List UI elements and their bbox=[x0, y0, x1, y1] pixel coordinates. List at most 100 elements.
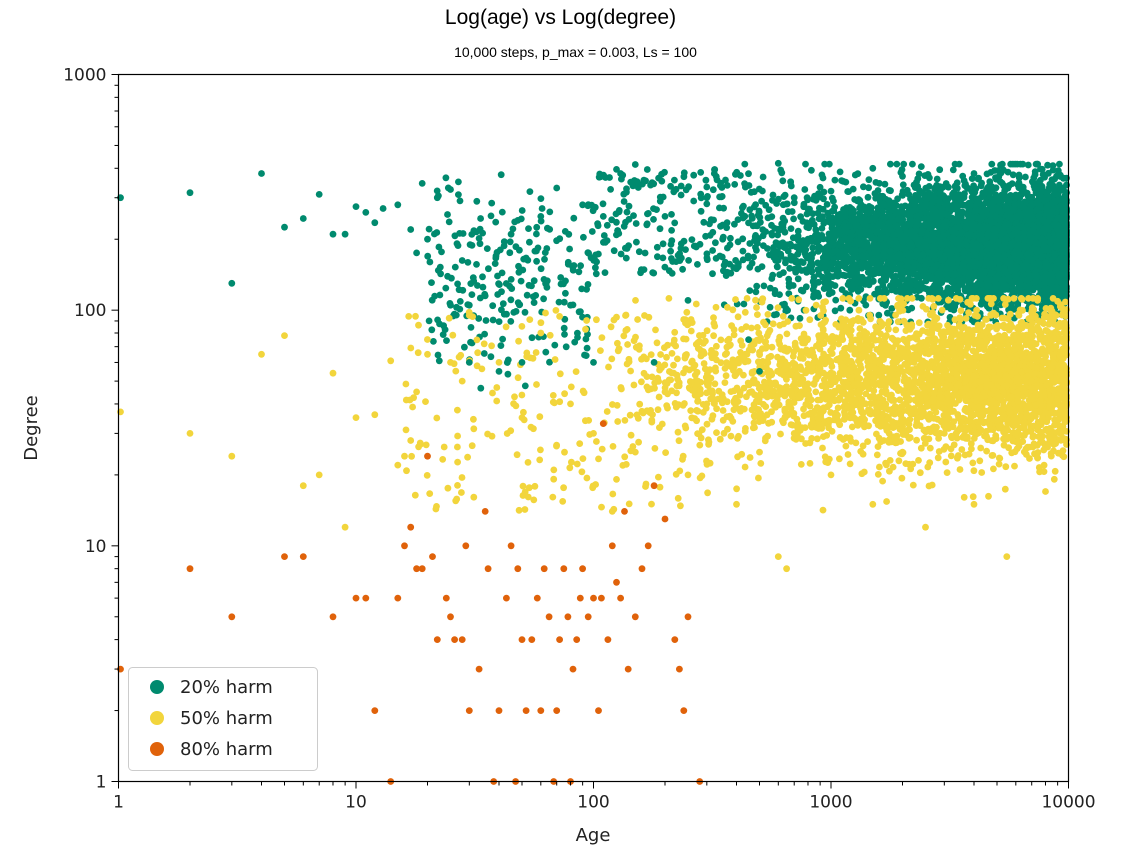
point-20-harm bbox=[991, 167, 999, 174]
point-20-harm bbox=[802, 160, 809, 168]
point-20-harm bbox=[792, 268, 800, 276]
point-20-harm bbox=[1062, 270, 1069, 278]
point-20-harm bbox=[1024, 161, 1032, 169]
point-20-harm bbox=[754, 265, 762, 273]
point-20-harm bbox=[785, 275, 793, 283]
point-20-harm bbox=[810, 273, 818, 281]
point-20-harm bbox=[779, 177, 787, 185]
point-20-harm bbox=[821, 160, 829, 168]
point-20-harm bbox=[988, 160, 996, 168]
point-20-harm bbox=[888, 305, 896, 312]
point-20-harm bbox=[1056, 160, 1063, 168]
point-20-harm bbox=[746, 287, 754, 294]
point-20-harm bbox=[809, 286, 817, 293]
point-20-harm bbox=[831, 176, 839, 184]
point-20-harm bbox=[752, 288, 760, 296]
point-20-harm bbox=[925, 183, 933, 190]
point-20-harm bbox=[831, 203, 838, 211]
point-20-harm bbox=[790, 215, 797, 223]
point-20-harm bbox=[801, 186, 809, 193]
point-20-harm bbox=[899, 181, 907, 189]
point-20-harm bbox=[786, 240, 794, 248]
point-20-harm bbox=[915, 170, 923, 178]
point-20-harm bbox=[1033, 199, 1041, 207]
point-20-harm bbox=[739, 247, 747, 255]
point-20-harm bbox=[865, 203, 873, 210]
point-20-harm bbox=[765, 206, 773, 214]
point-20-harm bbox=[915, 192, 922, 200]
point-20-harm bbox=[854, 170, 862, 178]
point-20-harm bbox=[837, 304, 845, 312]
point-20-harm bbox=[909, 269, 916, 277]
point-20-harm bbox=[753, 282, 761, 290]
point-20-harm bbox=[809, 244, 817, 252]
point-20-harm bbox=[777, 166, 785, 174]
point-20-harm bbox=[774, 231, 782, 239]
point-20-harm bbox=[865, 176, 873, 184]
point-20-harm bbox=[1032, 277, 1040, 285]
point-20-harm bbox=[779, 201, 787, 209]
point-20-harm bbox=[1015, 174, 1023, 182]
point-20-harm bbox=[774, 225, 782, 233]
point-20-harm bbox=[1011, 160, 1019, 168]
point-20-harm bbox=[776, 291, 783, 298]
point-20-harm bbox=[794, 275, 802, 283]
point-20-harm bbox=[900, 160, 908, 168]
point-20-harm bbox=[831, 307, 839, 315]
point-20-harm bbox=[865, 184, 872, 192]
point-20-harm bbox=[802, 266, 809, 274]
points-layer bbox=[117, 159, 1070, 785]
point-20-harm bbox=[760, 282, 768, 290]
point-20-harm bbox=[858, 252, 866, 260]
point-20-harm bbox=[949, 166, 957, 174]
point-20-harm bbox=[796, 314, 804, 322]
point-20-harm bbox=[824, 217, 832, 225]
point-20-harm bbox=[997, 161, 1004, 169]
point-20-harm bbox=[819, 213, 826, 221]
point-20-harm bbox=[759, 187, 766, 195]
point-20-harm bbox=[839, 271, 847, 279]
point-20-harm bbox=[1022, 173, 1029, 181]
point-20-harm bbox=[774, 263, 781, 271]
point-20-harm bbox=[825, 271, 833, 279]
point-20-harm bbox=[787, 225, 795, 233]
point-20-harm bbox=[703, 200, 711, 208]
point-20-harm bbox=[871, 270, 878, 278]
point-20-harm bbox=[1034, 160, 1041, 168]
point-20-harm bbox=[881, 285, 889, 293]
point-20-harm bbox=[908, 304, 916, 312]
point-20-harm bbox=[758, 197, 765, 205]
point-20-harm bbox=[869, 222, 876, 230]
point-20-harm bbox=[872, 179, 880, 186]
point-20-harm bbox=[782, 259, 789, 267]
point-20-harm bbox=[934, 286, 941, 294]
point-20-harm bbox=[959, 172, 967, 180]
point-20-harm bbox=[825, 248, 832, 256]
point-20-harm bbox=[776, 271, 783, 278]
point-20-harm bbox=[884, 309, 891, 317]
point-20-harm bbox=[784, 306, 791, 314]
point-20-harm bbox=[819, 254, 827, 261]
point-20-harm bbox=[988, 183, 995, 190]
point-20-harm bbox=[918, 294, 925, 302]
point-20-harm bbox=[887, 160, 894, 168]
point-20-harm bbox=[741, 160, 749, 168]
point-20-harm bbox=[842, 178, 850, 186]
point-20-harm bbox=[858, 217, 866, 225]
point-20-harm bbox=[759, 173, 767, 181]
point-20-harm bbox=[815, 293, 823, 300]
point-20-harm bbox=[955, 160, 963, 168]
point-20-harm bbox=[830, 197, 837, 205]
point-20-harm bbox=[823, 201, 831, 208]
point-20-harm bbox=[831, 282, 839, 289]
point-20-harm bbox=[1003, 207, 1011, 215]
point-20-harm bbox=[894, 278, 902, 286]
point-20-harm bbox=[895, 250, 903, 258]
point-20-harm bbox=[794, 235, 802, 243]
point-20-harm bbox=[933, 175, 941, 183]
point-20-harm bbox=[894, 195, 901, 203]
point-20-harm bbox=[797, 213, 804, 221]
point-20-harm bbox=[781, 191, 789, 199]
point-20-harm bbox=[1029, 178, 1037, 186]
point-20-harm bbox=[951, 285, 959, 293]
